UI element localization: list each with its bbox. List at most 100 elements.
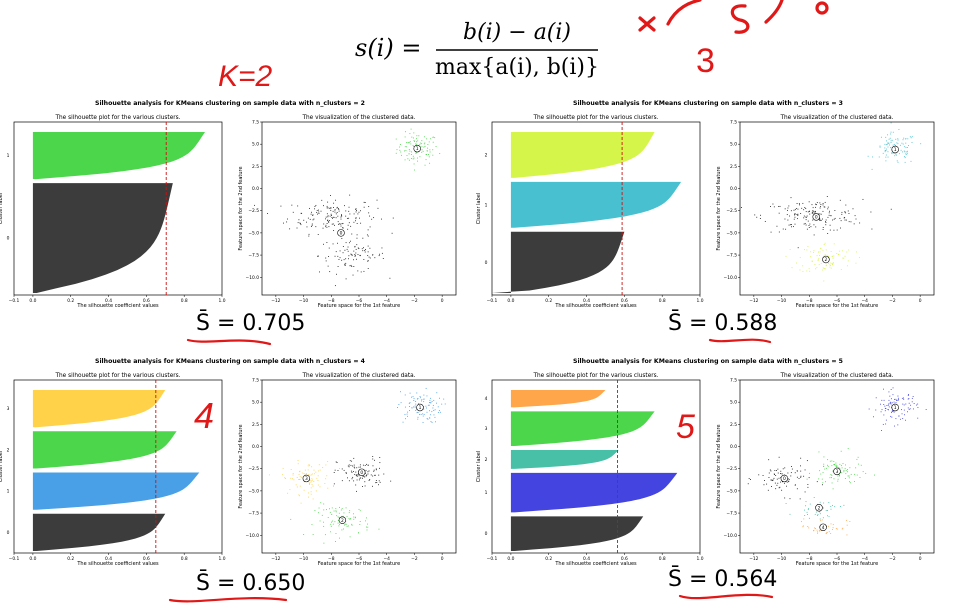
data-point	[788, 478, 790, 480]
scatter-xlabel: Feature space for the 1st feature	[318, 303, 400, 309]
data-point	[827, 459, 829, 461]
silhouette-subtitle: The silhouette plot for the various clus…	[532, 373, 658, 379]
data-point	[791, 226, 792, 228]
data-point	[800, 475, 802, 477]
cluster-center-label: 2	[818, 505, 821, 511]
data-point	[813, 224, 815, 226]
data-point	[430, 421, 432, 423]
data-point	[375, 468, 377, 470]
data-point	[351, 460, 353, 462]
x-tick-label: 0.2	[545, 556, 552, 562]
data-point	[308, 482, 310, 484]
data-point	[812, 207, 814, 209]
data-point	[888, 399, 890, 401]
data-point	[894, 152, 896, 154]
data-point	[323, 525, 325, 527]
data-point	[341, 223, 343, 225]
data-point	[355, 211, 357, 213]
data-point	[352, 476, 354, 478]
data-point	[362, 237, 364, 239]
data-point	[424, 146, 426, 147]
x-tick-label: −4	[861, 298, 868, 304]
data-point	[825, 481, 826, 483]
data-point	[892, 394, 894, 396]
scribble-close-paren	[764, 0, 784, 24]
data-point	[836, 229, 838, 231]
data-point	[400, 391, 401, 393]
data-point	[823, 465, 825, 467]
panel-k5: Silhouette analysis for KMeans clusterin…	[476, 358, 935, 567]
data-point	[770, 486, 772, 487]
silhouette-frame	[491, 379, 701, 554]
data-point	[312, 485, 314, 487]
data-point	[891, 416, 893, 418]
data-point	[837, 253, 839, 255]
data-point	[430, 138, 431, 140]
data-point	[822, 517, 824, 519]
data-point	[368, 212, 370, 214]
data-point	[347, 228, 349, 230]
data-point	[348, 517, 350, 519]
cluster-center-marker	[819, 523, 827, 531]
data-point	[824, 206, 826, 208]
data-point	[411, 407, 413, 409]
data-point	[846, 519, 848, 521]
data-point	[355, 220, 356, 222]
data-point	[828, 212, 830, 214]
data-point	[310, 491, 312, 493]
silhouette-cluster-2	[510, 450, 619, 469]
data-point	[337, 516, 339, 518]
data-point	[422, 150, 424, 152]
silhouette-ylabel: Cluster label	[476, 193, 482, 224]
data-point	[794, 213, 796, 214]
data-point	[898, 399, 900, 401]
data-point	[437, 412, 439, 414]
data-point	[829, 264, 831, 266]
data-point	[348, 242, 350, 244]
cluster-tick-label: 0	[485, 260, 488, 266]
data-point	[389, 277, 391, 279]
data-point	[368, 480, 370, 481]
data-point	[312, 215, 314, 216]
scatter-frame	[261, 379, 457, 554]
silhouette-plot: The silhouette plot for the various clus…	[0, 115, 226, 309]
data-point	[353, 466, 355, 468]
data-point	[417, 140, 419, 142]
data-point	[355, 474, 357, 476]
data-point	[879, 145, 881, 147]
data-point	[438, 410, 440, 412]
data-point	[325, 224, 327, 226]
data-point	[787, 472, 789, 474]
data-point	[426, 418, 428, 419]
data-point	[747, 483, 749, 485]
formula-denominator: max{a(i), b(i)}	[435, 55, 599, 80]
data-point	[426, 411, 428, 413]
data-point	[827, 233, 829, 234]
data-point	[857, 456, 859, 458]
data-point	[778, 487, 780, 489]
data-point	[811, 261, 813, 263]
data-point	[423, 408, 425, 410]
data-point	[337, 470, 339, 471]
data-point	[421, 140, 423, 142]
data-point	[816, 267, 818, 269]
data-point	[843, 504, 845, 506]
data-point	[422, 415, 424, 417]
data-point	[789, 224, 791, 226]
cluster-points-0	[397, 387, 446, 423]
data-point	[303, 481, 305, 483]
silhouette-cluster-0	[32, 183, 173, 293]
data-point	[423, 406, 425, 407]
data-point	[874, 474, 875, 476]
data-point	[429, 397, 431, 399]
data-point	[297, 222, 299, 224]
data-point	[416, 143, 417, 145]
data-point	[346, 516, 348, 518]
data-point	[776, 484, 778, 486]
data-point	[904, 161, 906, 163]
data-point	[404, 406, 406, 408]
data-point	[333, 483, 335, 485]
data-point	[333, 206, 334, 208]
cluster-center-marker	[780, 474, 789, 483]
data-point	[355, 484, 357, 486]
